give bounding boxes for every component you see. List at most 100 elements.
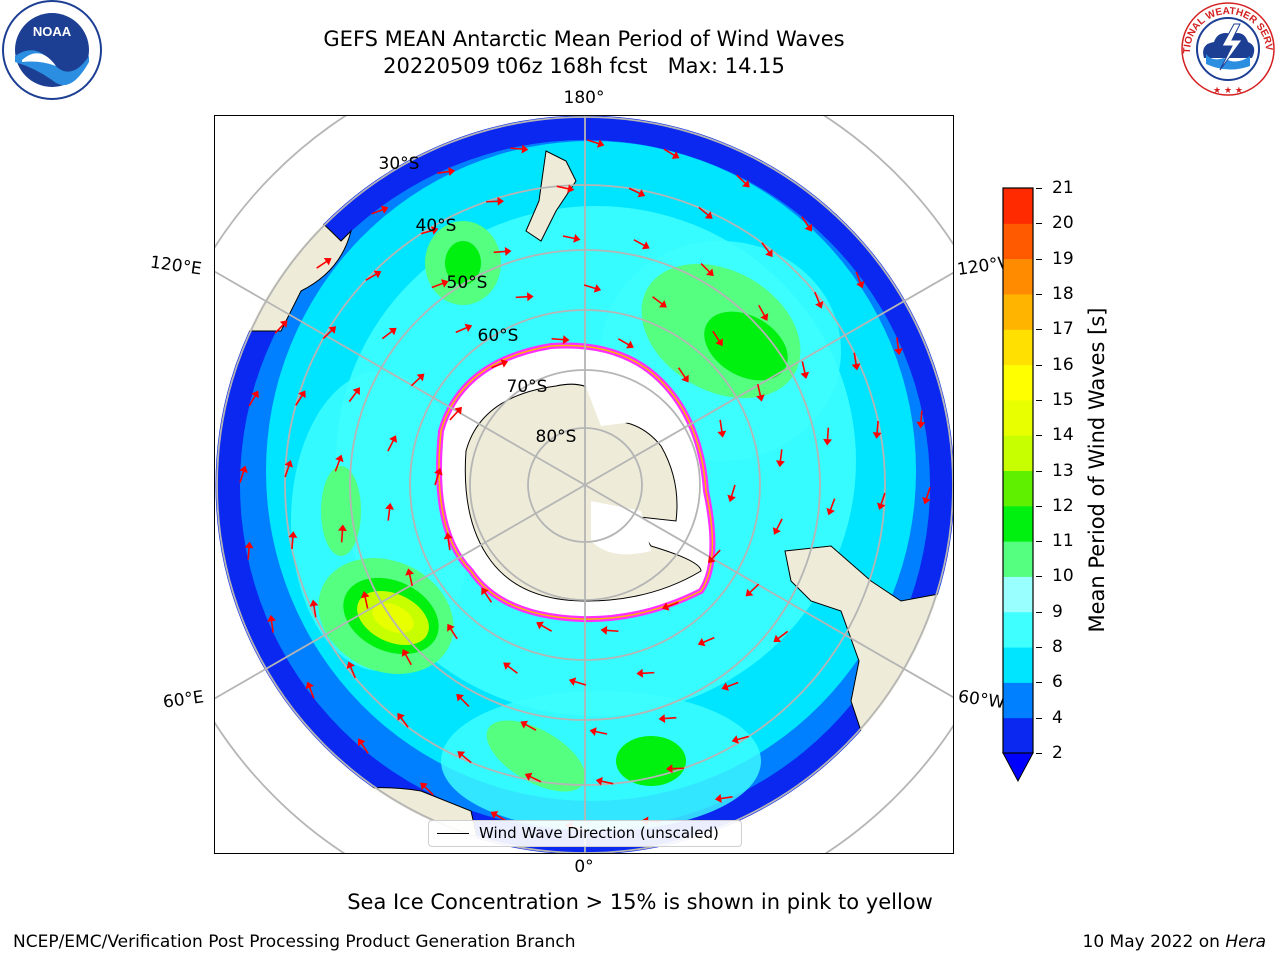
wind-wave-arrowhead: [659, 300, 667, 308]
wind-wave-arrow: [484, 591, 493, 603]
colorbar-tick-mark: [1036, 753, 1042, 754]
wind-wave-arrow: [761, 242, 770, 253]
wind-wave-arrowhead: [851, 363, 861, 371]
wind-wave-arrowhead: [697, 638, 706, 647]
colorbar-block: [1003, 717, 1033, 754]
wind-wave-arrowhead: [706, 268, 714, 277]
wind-wave-arrow: [348, 391, 358, 403]
wind-wave-arrow: [349, 666, 356, 679]
wind-wave-arrowhead: [626, 340, 634, 349]
longitude-gridlines: [215, 116, 953, 853]
wind-wave-arrowhead: [894, 348, 903, 356]
polar-map: 30°S 40°S 50°S 60°S 70°S 80°S: [215, 116, 953, 853]
wind-wave-arrowhead: [773, 634, 782, 643]
wind-wave-arrow: [698, 206, 709, 216]
wind-wave-arrowhead: [464, 323, 473, 332]
lon-label-180: 180°: [563, 88, 605, 108]
wind-wave-arrowhead: [637, 189, 646, 198]
wind-wave-arrowhead: [397, 712, 405, 721]
wind-wave-arrow: [777, 630, 789, 640]
colorbar-block: [1003, 682, 1033, 719]
wind-wave-arrow: [316, 260, 328, 269]
lon-label-0: 0°: [574, 857, 594, 877]
colorbar-tick-mark: [1036, 293, 1042, 295]
map-title: GEFS MEAN Antarctic Mean Period of Wind …: [323, 27, 845, 51]
colorbar-block: [1003, 223, 1033, 260]
legend-label: Wind Wave Direction (unscaled): [479, 824, 719, 842]
footer-machine: Hera: [1225, 932, 1266, 952]
wind-wave-arrow: [667, 601, 679, 608]
wind-wave-arrow: [601, 780, 614, 785]
colorbar-label: Mean Period of Wind Waves [s]: [1085, 307, 1109, 633]
wind-wave-arrow: [507, 665, 518, 674]
lat-label-80s: 80°S: [536, 427, 577, 447]
wind-wave-arrow: [719, 419, 723, 432]
colorbar-tick-label: 20: [1052, 213, 1074, 234]
wind-wave-arrowhead: [288, 531, 298, 538]
map-subtitle: 20220509 t06z 168h fcst Max: 14.15: [383, 54, 785, 78]
wind-wave-arrowhead: [876, 502, 886, 510]
colorbar-tick-mark: [1036, 188, 1042, 189]
wind-wave-arrowhead: [666, 764, 673, 774]
wind-wave-arrow: [730, 484, 736, 497]
colorbar-tick-label: 14: [1052, 425, 1074, 446]
colorbar-tick-mark: [1036, 470, 1042, 472]
new-zealand-land: [525, 150, 577, 242]
wind-wave-arrowhead: [589, 727, 597, 736]
colorbar-tick-label: 4: [1052, 707, 1063, 728]
wind-wave-arrow: [920, 410, 923, 423]
wind-wave-arrow: [461, 754, 472, 764]
lat-label-50s: 50°S: [447, 273, 488, 293]
colorbar-tick-mark: [1036, 682, 1042, 684]
wind-wave-arrowhead: [346, 661, 355, 670]
wind-wave-arrowhead: [385, 502, 395, 510]
wind-wave-arrow: [495, 814, 507, 822]
wind-wave-arrowhead: [593, 284, 602, 293]
colorbar-block: [1003, 188, 1033, 224]
wind-wave-arrowhead: [636, 668, 644, 678]
wind-wave-arrowhead: [772, 527, 781, 535]
national-weather-service-logo: NATIONAL WEATHER SERVICE ★ ★ ★: [1178, 0, 1275, 96]
wind-wave-arrowhead: [244, 541, 254, 549]
colorbar-tick-mark: [1036, 364, 1042, 366]
wind-wave-arrow: [749, 583, 760, 593]
wind-wave-arrowhead: [717, 430, 727, 438]
wind-wave-arrow: [408, 573, 414, 586]
wind-wave-arrowhead: [357, 738, 366, 747]
wind-wave-arrowhead: [305, 681, 314, 690]
colorbar-tick-label: 19: [1052, 248, 1074, 269]
wind-wave-arrow: [381, 330, 393, 340]
wind-wave-arrow: [400, 717, 409, 728]
wind-wave-arrowhead: [279, 320, 288, 328]
wind-wave-arrow: [652, 296, 663, 305]
wind-wave-arrow: [525, 723, 537, 731]
wind-wave-arrow: [595, 730, 608, 735]
wind-wave-arrow: [447, 538, 451, 551]
wind-wave-arrow: [880, 492, 886, 505]
wind-wave-arrowhead: [721, 682, 730, 691]
colorbar-tick-label: 8: [1052, 637, 1063, 658]
wind-wave-arrow: [574, 680, 587, 686]
map-panel: 30°S 40°S 50°S 60°S 70°S 80°S Wind Wave …: [214, 115, 954, 854]
wind-wave-arrow: [459, 697, 470, 707]
wind-wave-arrow: [360, 742, 369, 754]
wind-wave-arrowhead: [251, 390, 259, 399]
colorbar-tick-label: 12: [1052, 495, 1074, 516]
wind-wave-arrow: [876, 420, 879, 434]
wind-wave-arrow: [829, 498, 836, 511]
wind-wave-arrowhead: [872, 432, 882, 439]
colorbar-tick-mark: [1036, 576, 1042, 578]
wind-wave-arrowhead: [389, 435, 398, 443]
colorbar-block: [1003, 576, 1033, 613]
wind-wave-arrow: [239, 470, 245, 483]
wind-wave-arrow: [583, 284, 596, 290]
wind-wave-arrowhead: [380, 205, 389, 214]
wind-wave-arrowhead: [600, 625, 608, 635]
wind-wave-arrowhead: [536, 621, 544, 630]
colorbar-tick-mark: [1036, 435, 1042, 437]
colorbar-tick-label: 10: [1052, 566, 1074, 587]
colorbar-block: [1003, 293, 1033, 330]
wind-wave-arrow: [642, 671, 655, 675]
wind-wave-arrowhead: [457, 751, 466, 759]
colorbar: [1002, 187, 1034, 783]
